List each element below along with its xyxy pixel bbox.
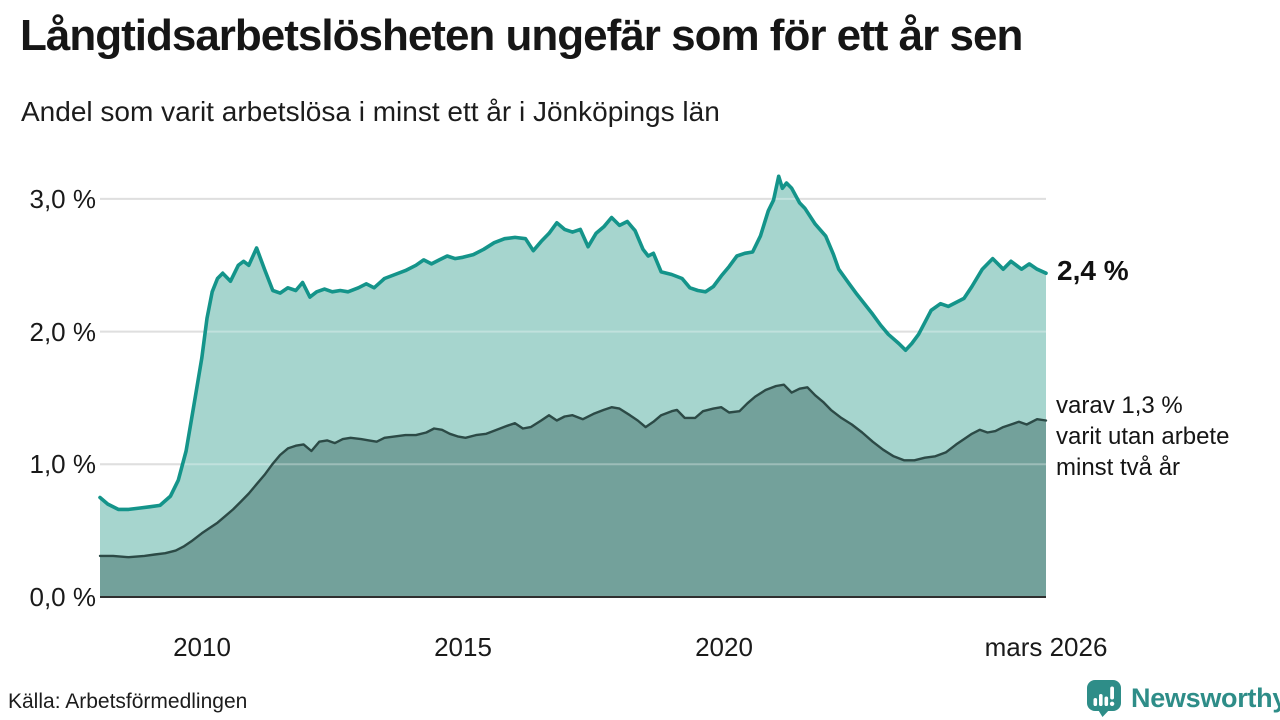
y-tick-label: 1,0 % — [29, 449, 97, 479]
source-note: Källa: Arbetsförmedlingen — [8, 690, 248, 713]
x-tick-label: 2020 — [695, 632, 753, 662]
page-title: Långtidsarbetslösheten ungefär som för e… — [20, 11, 1023, 60]
newsworthy-logo-text: Newsworthy — [1131, 682, 1280, 713]
end-annotation-label: varav 1,3 % varit utan arbete minst två … — [1056, 392, 1230, 481]
end-value-label: 2,4 % — [1057, 255, 1129, 286]
y-tick-label: 3,0 % — [29, 184, 97, 214]
page-subtitle: Andel som varit arbetslösa i minst ett å… — [21, 96, 720, 127]
y-tick-label: 2,0 % — [29, 317, 97, 347]
line-very-long-term — [98, 383, 1048, 559]
newsworthy-logo-icon — [1087, 680, 1121, 717]
y-tick-label: 0,0 % — [29, 582, 97, 612]
x-tick-label: mars 2026 — [984, 632, 1108, 662]
x-tick-label: 2015 — [434, 632, 492, 662]
newsworthy-logo: Newsworthy — [1085, 679, 1280, 717]
x-tick-label: 2010 — [173, 632, 231, 662]
line-long-term — [98, 174, 1048, 512]
area-very-long-term — [100, 384, 1046, 597]
